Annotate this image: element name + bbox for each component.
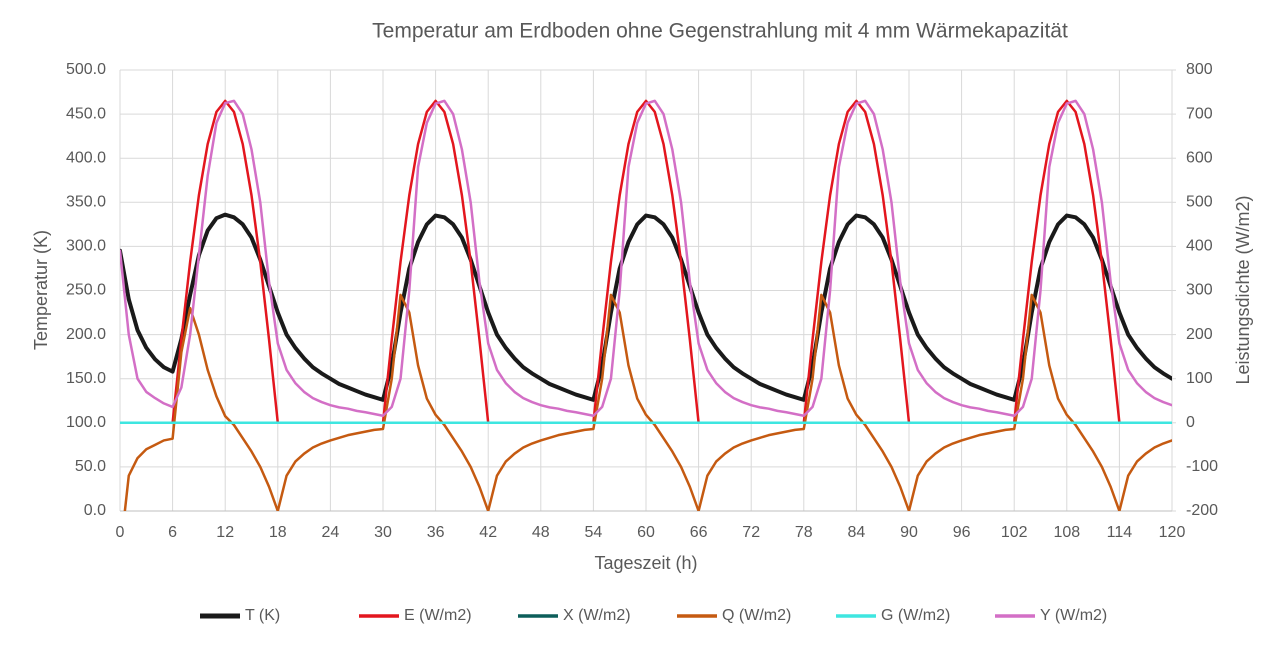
- x-tick-label: 114: [1107, 524, 1133, 541]
- x-tick-label: 72: [742, 524, 760, 541]
- series-line: [120, 212, 1172, 402]
- x-tick-label: 84: [848, 524, 866, 541]
- series-line: [120, 99, 1172, 417]
- series-line: [123, 293, 1172, 511]
- x-axis-title: Tageszeit (h): [594, 553, 697, 573]
- legend-label: E (W/m2): [404, 607, 472, 624]
- y2-tick-label: 800: [1186, 61, 1213, 78]
- y2-axis-title: Leistungsdichte (W/m2): [1233, 195, 1253, 384]
- y2-tick-label: 700: [1186, 105, 1213, 122]
- y2-tick-label: 500: [1186, 194, 1213, 211]
- x-tick-label: 6: [168, 524, 177, 541]
- y2-tick-label: 200: [1186, 326, 1213, 343]
- chart-title: Temperatur am Erdboden ohne Gegenstrahlu…: [372, 20, 1068, 43]
- y-tick-label: 200.0: [66, 326, 106, 343]
- legend-label: X (W/m2): [563, 607, 631, 624]
- y2-tick-label: -200: [1186, 502, 1218, 519]
- y-tick-label: 50.0: [75, 458, 106, 475]
- y2-tick-label: 600: [1186, 149, 1213, 166]
- x-tick-label: 96: [953, 524, 971, 541]
- x-tick-label: 60: [637, 524, 655, 541]
- x-tick-label: 42: [479, 524, 497, 541]
- x-tick-label: 120: [1159, 524, 1186, 541]
- y-tick-label: 150.0: [66, 370, 106, 387]
- y-tick-label: 450.0: [66, 105, 106, 122]
- legend-label: Y (W/m2): [1040, 607, 1107, 624]
- legend-label: T (K): [245, 607, 280, 624]
- x-tick-label: 48: [532, 524, 550, 541]
- x-tick-label: 66: [690, 524, 708, 541]
- x-tick-label: 102: [1001, 524, 1028, 541]
- legend-label: G (W/m2): [881, 607, 950, 624]
- y-tick-label: 250.0: [66, 282, 106, 299]
- x-tick-label: 54: [585, 524, 603, 541]
- y2-tick-label: 300: [1186, 282, 1213, 299]
- x-tick-label: 78: [795, 524, 813, 541]
- y2-tick-label: -100: [1186, 458, 1218, 475]
- x-tick-label: 30: [374, 524, 392, 541]
- y-tick-label: 0.0: [84, 502, 106, 519]
- x-tick-label: 12: [216, 524, 234, 541]
- y-axis-title: Temperatur (K): [31, 230, 51, 350]
- y-tick-label: 300.0: [66, 238, 106, 255]
- x-tick-label: 108: [1053, 524, 1080, 541]
- x-tick-label: 0: [116, 524, 125, 541]
- plot-area: [120, 99, 1172, 511]
- y-tick-label: 400.0: [66, 149, 106, 166]
- series-line: [171, 99, 1121, 425]
- y2-tick-label: 400: [1186, 238, 1213, 255]
- y2-tick-label: 0: [1186, 414, 1195, 431]
- x-tick-label: 90: [900, 524, 918, 541]
- x-tick-label: 36: [427, 524, 445, 541]
- legend-label: Q (W/m2): [722, 607, 791, 624]
- y-tick-label: 100.0: [66, 414, 106, 431]
- y2-tick-label: 100: [1186, 370, 1213, 387]
- x-tick-label: 24: [322, 524, 340, 541]
- y-tick-label: 350.0: [66, 194, 106, 211]
- x-tick-label: 18: [269, 524, 287, 541]
- y-tick-label: 500.0: [66, 61, 106, 78]
